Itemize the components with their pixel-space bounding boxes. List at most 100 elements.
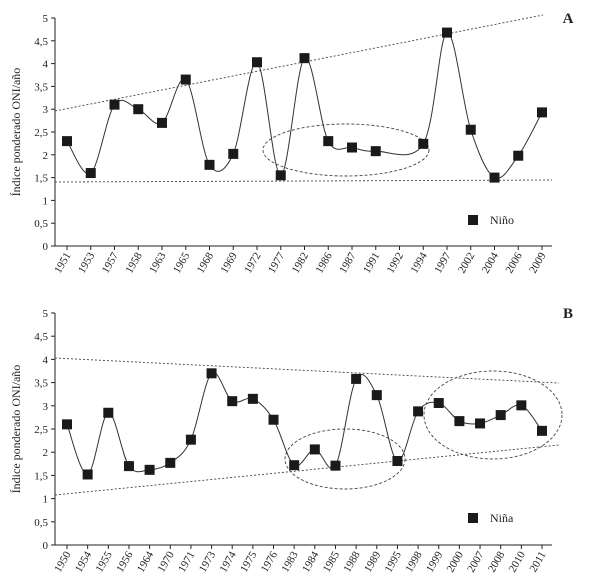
data-point (123, 461, 134, 472)
data-point (268, 414, 279, 425)
y-tick-label: 1,5 (34, 173, 48, 185)
y-tick-label: 4 (43, 354, 49, 366)
x-tick-label: 1999 (424, 549, 446, 574)
chart-panel-a: 0 0,5 1 1,5 2 2,5 3 3,5 4 4,5 5 Índice ponderado ON… (9, 11, 574, 276)
data-point (85, 168, 96, 179)
data-point (495, 410, 506, 421)
data-point (475, 418, 486, 429)
x-tick-label: 1998 (403, 549, 425, 574)
y-tick-label: 2,5 (34, 127, 48, 139)
x-tick-label: 1958 (123, 250, 145, 275)
data-point (442, 27, 452, 38)
data-point (418, 138, 429, 149)
x-tick-label: 2011 (527, 550, 548, 575)
highlight-ellipse (284, 428, 406, 490)
y-tick-label: 4,5 (34, 36, 48, 48)
x-tick-label: 1994 (408, 250, 430, 275)
y-tick-label: 2 (43, 447, 49, 459)
panel-label: B (563, 306, 573, 322)
y-tick-label: 1 (43, 494, 49, 506)
data-point (371, 390, 382, 401)
y-tick-label: 2 (43, 150, 49, 162)
x-tick-label: 1963 (147, 250, 169, 275)
data-point (109, 99, 120, 110)
x-tick-label: 1988 (341, 549, 363, 574)
x-tick-label: 2004 (480, 250, 502, 275)
data-point (347, 142, 357, 153)
x-tick-label: 1972 (242, 251, 263, 276)
x-tick-label: 1982 (290, 251, 311, 276)
data-point (392, 456, 403, 467)
x-tick-label: 1950 (52, 549, 74, 574)
y-tick-label: 4 (43, 59, 49, 71)
y-tick-label: 1,5 (34, 470, 48, 482)
highlight-ellipse (423, 370, 563, 460)
data-point (465, 124, 476, 135)
data-point (275, 170, 286, 181)
chart-panel-b: 0 0,5 1 1,5 2 2,5 3 3,5 4 4,5 5 Índice ponderado ON… (9, 306, 573, 575)
data-point (228, 148, 239, 159)
legend-label: Niño (490, 213, 514, 227)
legend-marker (468, 513, 478, 523)
y-tick-label: 1 (43, 195, 49, 207)
legend-label: Niña (490, 511, 514, 525)
y-tick-label: 0 (43, 540, 49, 552)
x-tick-label: 1965 (171, 250, 193, 275)
x-tick-label: 1957 (100, 250, 122, 275)
x-tick-label: 2006 (503, 250, 525, 275)
x-tick-label: 1986 (313, 250, 335, 275)
x-tick-label: 1985 (321, 549, 343, 574)
x-tick-label: 2008 (486, 549, 508, 574)
data-point (133, 104, 144, 115)
data-point (413, 406, 424, 417)
data-point (62, 419, 72, 430)
data-point (323, 136, 334, 147)
data-point (537, 107, 547, 118)
data-point (62, 136, 72, 147)
data-point (247, 393, 258, 404)
x-tick-label: 1983 (279, 549, 301, 574)
x-tick-label: 2002 (456, 251, 477, 276)
x-tick-label: 1987 (337, 250, 359, 275)
panel-label: A (563, 11, 574, 27)
y-tick-label: 2,5 (34, 424, 48, 436)
data-point (433, 398, 444, 409)
x-tick-label: 1969 (218, 250, 240, 275)
highlight-ellipse (262, 123, 430, 177)
y-tick-label: 3 (43, 104, 49, 116)
data-point (82, 469, 93, 480)
series-line (66, 32, 543, 179)
data-point (252, 57, 262, 68)
data-point (227, 396, 238, 407)
x-tick-label: 1977 (266, 250, 288, 275)
trend-line (54, 357, 560, 384)
x-tick-label: 2009 (527, 250, 549, 275)
y-axis-label: Índice ponderado ONI/año (9, 68, 23, 197)
x-tick-label: 1964 (135, 549, 157, 574)
y-tick-label: 3,5 (34, 81, 48, 93)
data-point (516, 400, 527, 411)
x-tick-label: 1954 (73, 549, 95, 574)
legend-marker (468, 215, 478, 225)
x-tick-label: 1991 (361, 251, 382, 276)
data-point (513, 150, 524, 161)
series-line (66, 371, 543, 475)
data-point (370, 146, 381, 157)
trend-line (54, 14, 544, 112)
data-point (299, 53, 310, 64)
data-point (289, 460, 300, 471)
x-tick-label: 1995 (383, 549, 405, 574)
data-point (185, 434, 196, 445)
data-point (165, 457, 176, 468)
data-point (180, 74, 191, 85)
y-tick-label: 3,5 (34, 378, 48, 390)
data-point (204, 159, 215, 170)
x-tick-label: 1997 (432, 250, 454, 275)
y-axis-label: Índice ponderado ONI/año (9, 365, 23, 494)
x-tick-label: 2010 (507, 549, 529, 574)
data-point (330, 460, 341, 471)
x-tick-label: 1968 (195, 250, 217, 275)
x-tick-label: 1951 (52, 251, 73, 276)
data-point (103, 407, 114, 418)
